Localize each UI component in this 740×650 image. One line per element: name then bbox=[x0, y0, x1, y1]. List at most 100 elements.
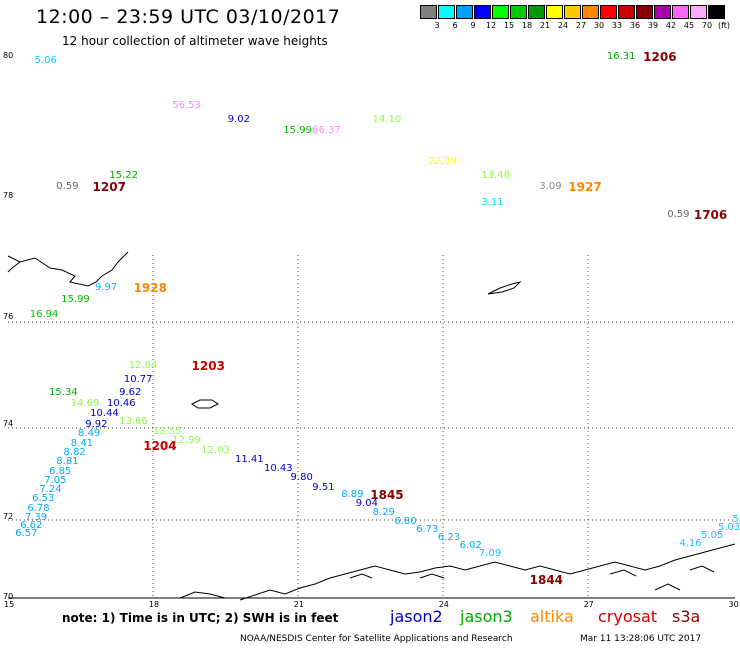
legend-swatch bbox=[690, 5, 707, 19]
satellite-name: altika bbox=[530, 607, 574, 626]
wave-height-label: 11.41 bbox=[235, 453, 264, 465]
legend-swatch bbox=[636, 5, 653, 19]
legend-swatch bbox=[672, 5, 689, 19]
legend-swatch bbox=[420, 5, 437, 19]
wave-height-label: 8.29 bbox=[372, 507, 395, 519]
longitude-label: 24 bbox=[438, 600, 449, 609]
pass-time-label: 1203 bbox=[191, 359, 225, 374]
wave-height-label: 14.10 bbox=[372, 114, 402, 125]
legend-swatch bbox=[474, 5, 491, 19]
pass-time-label: 1207 bbox=[92, 179, 126, 194]
page-subtitle: 12 hour collection of altimeter wave hei… bbox=[62, 34, 328, 48]
longitude-label: 18 bbox=[148, 600, 160, 609]
wave-height-label: 15.34 bbox=[49, 386, 78, 398]
legend-swatch bbox=[582, 5, 599, 19]
wave-height-label: 12.99 bbox=[172, 435, 201, 447]
legend-swatch bbox=[546, 5, 563, 19]
pass-time-label: 1204 bbox=[143, 438, 177, 453]
legend-value: 42 bbox=[665, 21, 677, 30]
wave-height-label: 10.77 bbox=[123, 373, 153, 385]
timestamp: Mar 11 13:28:06 UTC 2017 bbox=[580, 634, 702, 644]
wave-height-label: 12.03 bbox=[201, 444, 230, 456]
pass-time-label: 1844 bbox=[529, 573, 564, 587]
wave-height-label: 6.23 bbox=[437, 532, 461, 543]
coastline bbox=[7, 251, 736, 601]
wave-height-label: 9.92 bbox=[85, 419, 108, 430]
legend-value: 45 bbox=[683, 21, 695, 30]
wave-height-label: 7.24 bbox=[39, 484, 62, 496]
wave-height-label: 10.46 bbox=[107, 397, 136, 409]
wave-height-label: 8.49 bbox=[78, 428, 101, 440]
legend-swatch bbox=[438, 5, 455, 19]
wave-height-label: 9.80 bbox=[290, 472, 313, 484]
wave-height-label: 7.39 bbox=[24, 512, 48, 523]
pass-time-label: 1928 bbox=[133, 280, 167, 295]
footer-note: note: 1) Time is in UTC; 2) SWH is in fe… bbox=[62, 611, 339, 625]
latitude-label: 80 bbox=[3, 51, 14, 60]
legend-value: 33 bbox=[611, 21, 623, 30]
legend-swatch bbox=[528, 5, 545, 19]
wave-height-label: 56.53 bbox=[172, 100, 201, 111]
longitude-label: 21 bbox=[293, 600, 304, 609]
wave-height-label: 7.09 bbox=[478, 548, 502, 559]
wave-height-label: 12.04 bbox=[128, 360, 158, 372]
wave-height-label: 9.97 bbox=[94, 281, 118, 293]
credit-line: NOAA/NESDIS Center for Satellite Applica… bbox=[240, 634, 513, 644]
wave-height-label: 5.50 bbox=[732, 514, 740, 525]
pass-time-label: 1927 bbox=[568, 179, 602, 194]
wave-height-label: 0.59 bbox=[667, 209, 690, 221]
wave-height-label: 13.55 bbox=[152, 425, 182, 437]
wave-height-label: 6.80 bbox=[394, 516, 417, 527]
legend-value: 18 bbox=[521, 21, 533, 30]
wave-height-label: 8.89 bbox=[341, 488, 364, 500]
wave-height-label: 9.62 bbox=[119, 386, 142, 398]
wave-height-label: 13.48 bbox=[481, 170, 510, 181]
latitude-label: 74 bbox=[3, 419, 14, 428]
legend-swatch bbox=[708, 5, 725, 19]
wave-height-label: 8.41 bbox=[70, 437, 94, 449]
wave-height-label: 15.99 bbox=[61, 293, 90, 305]
legend-swatch bbox=[456, 5, 473, 19]
svalbard-coast bbox=[7, 251, 129, 287]
latitude-label: 70 bbox=[3, 592, 14, 601]
wave-height-label: 5.03 bbox=[718, 522, 740, 533]
wave-height-label: 8.82 bbox=[63, 446, 86, 458]
legend-value: 3 bbox=[434, 21, 440, 30]
wave-height-label: 6.73 bbox=[416, 524, 439, 535]
legend-value: 21 bbox=[539, 21, 551, 30]
wave-height-label: 3.11 bbox=[481, 197, 504, 209]
wave-height-label: 6.02 bbox=[459, 540, 482, 551]
wave-height-label: 22.39 bbox=[428, 156, 457, 167]
wave-height-label: 15.22 bbox=[109, 170, 139, 181]
wave-height-label: 6.85 bbox=[49, 465, 72, 477]
satellite-name: jason2 bbox=[390, 607, 443, 626]
longitude-label: 30 bbox=[728, 600, 739, 609]
page-title: 12:00 – 23:59 UTC 03/10/2017 bbox=[36, 6, 341, 28]
wave-height-label: 3.09 bbox=[539, 180, 562, 192]
longitude-label: 27 bbox=[583, 600, 594, 609]
satellite-name: s3a bbox=[672, 607, 701, 626]
wave-height-label: 6.53 bbox=[32, 493, 55, 505]
bear-island-coast bbox=[191, 399, 219, 409]
wave-height-label: 5.05 bbox=[701, 530, 724, 541]
legend-swatch bbox=[618, 5, 635, 19]
wave-height-label: 10.44 bbox=[90, 408, 119, 420]
pass-time-label: 1206 bbox=[643, 50, 677, 64]
satellite-name: cryosat bbox=[598, 607, 658, 626]
wave-height-label: 9.51 bbox=[312, 481, 335, 493]
wave-height-label: 13.66 bbox=[119, 416, 148, 428]
legend-swatch bbox=[564, 5, 581, 19]
wave-height-label: 16.31 bbox=[606, 51, 636, 62]
latitude-label: 76 bbox=[3, 312, 14, 321]
satellite-name: jason3 bbox=[460, 607, 513, 626]
legend-value: 36 bbox=[629, 21, 641, 30]
wave-height-label: 6.78 bbox=[27, 502, 50, 514]
wave-height-label: 14.69 bbox=[70, 397, 100, 409]
legend-value: 30 bbox=[593, 21, 605, 30]
latitude-label: 72 bbox=[3, 512, 14, 521]
legend-swatch bbox=[492, 5, 509, 19]
legend-value: 12 bbox=[485, 21, 497, 30]
pass-time-label: 1845 bbox=[370, 487, 404, 502]
